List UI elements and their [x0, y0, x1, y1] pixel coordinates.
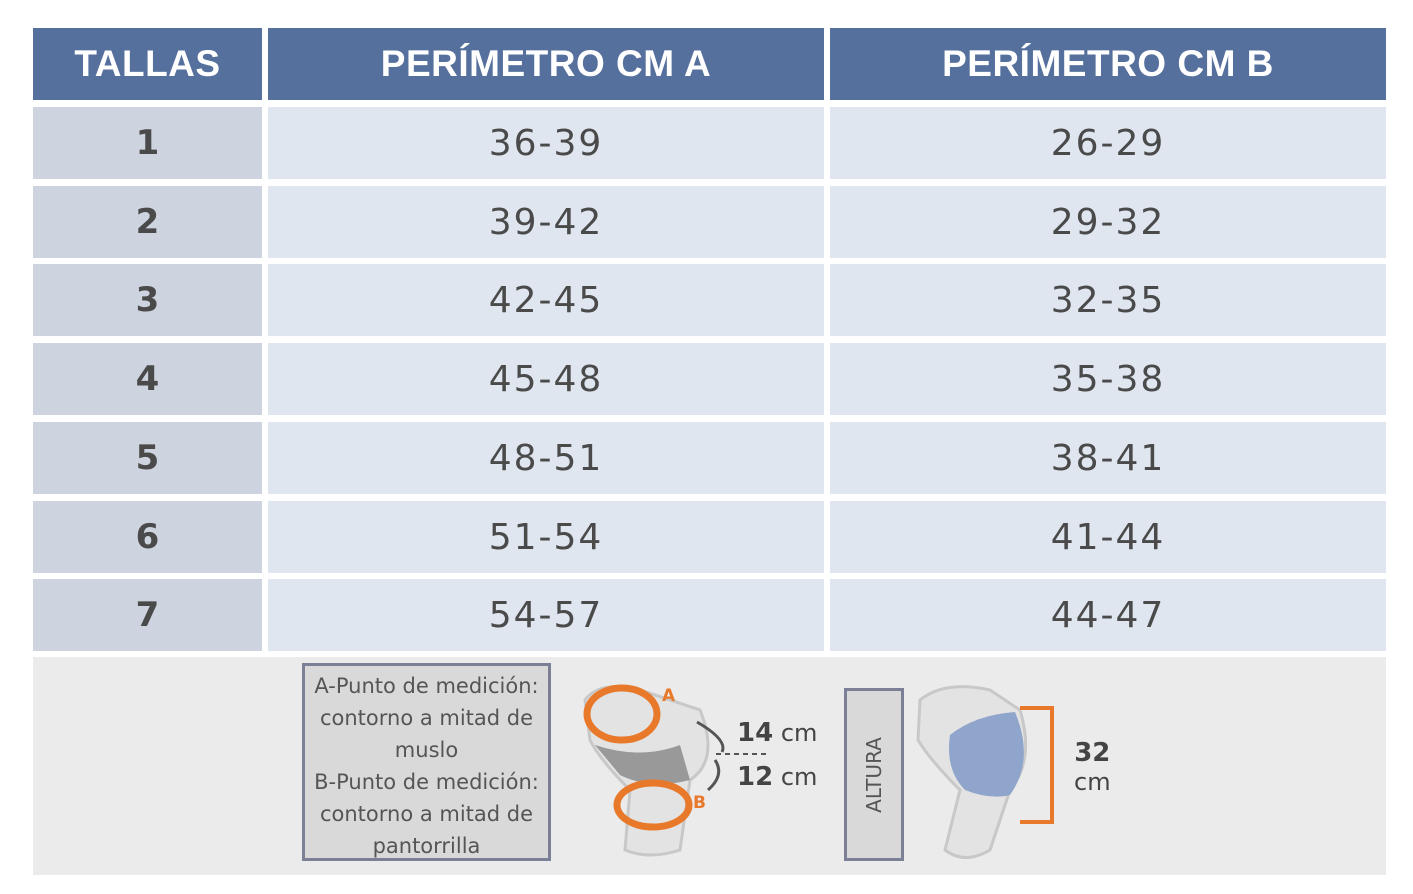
height-box: ALTURA	[844, 688, 904, 861]
range-cell: 35-38	[830, 343, 1386, 415]
range-cell: 39-42	[268, 186, 824, 258]
size-cell: 1	[33, 107, 262, 179]
size-cell: 3	[33, 264, 262, 336]
range-cell: 42-45	[268, 264, 824, 336]
range-cell: 41-44	[830, 501, 1386, 573]
size-cell: 4	[33, 343, 262, 415]
size-cell: 6	[33, 501, 262, 573]
range-cell: 54-57	[268, 579, 824, 651]
height-measure: 32 cm	[1074, 738, 1111, 796]
measure-number: 12	[737, 762, 774, 792]
measure-number: 14	[737, 718, 774, 748]
measure-unit: cm	[780, 719, 818, 747]
measure: 12 cm	[737, 762, 817, 792]
point-label: B	[693, 793, 706, 813]
note: A-Punto de medición: contorno a mitad de…	[314, 674, 539, 762]
size-cell: 7	[33, 579, 262, 651]
range-cell: 26-29	[830, 107, 1386, 179]
measure-number: 32	[1074, 738, 1111, 768]
header-cell: PERÍMETRO CM B	[830, 28, 1386, 100]
measure-unit: cm	[1074, 768, 1111, 796]
size-cell: 5	[33, 422, 262, 494]
range-cell: 51-54	[268, 501, 824, 573]
range-cell: 36-39	[268, 107, 824, 179]
notes-box: A-Punto de medición: contorno a mitad de…	[302, 663, 551, 861]
size-cell: 2	[33, 186, 262, 258]
height-label: ALTURA	[862, 736, 886, 813]
range-cell: 45-48	[268, 343, 824, 415]
legend-panel	[33, 657, 1386, 875]
point-label: A	[662, 686, 676, 706]
arrow-a	[583, 684, 661, 744]
header-cell: PERÍMETRO CM A	[268, 28, 824, 100]
distance-arrows	[696, 720, 725, 792]
brace	[949, 712, 1024, 797]
header-cell: TALLAS	[33, 28, 262, 100]
knee-shade	[595, 745, 690, 784]
note: B-Punto de medición: contorno a mitad de…	[314, 770, 539, 858]
range-cell: 38-41	[830, 422, 1386, 494]
range-cell: 32-35	[830, 264, 1386, 336]
range-cell: 44-47	[830, 579, 1386, 651]
height-bracket	[1020, 706, 1054, 824]
range-cell: 48-51	[268, 422, 824, 494]
measure-unit: cm	[780, 763, 818, 791]
arrow-b	[613, 779, 693, 831]
range-cell: 29-32	[830, 186, 1386, 258]
measure: 14 cm	[737, 718, 817, 748]
